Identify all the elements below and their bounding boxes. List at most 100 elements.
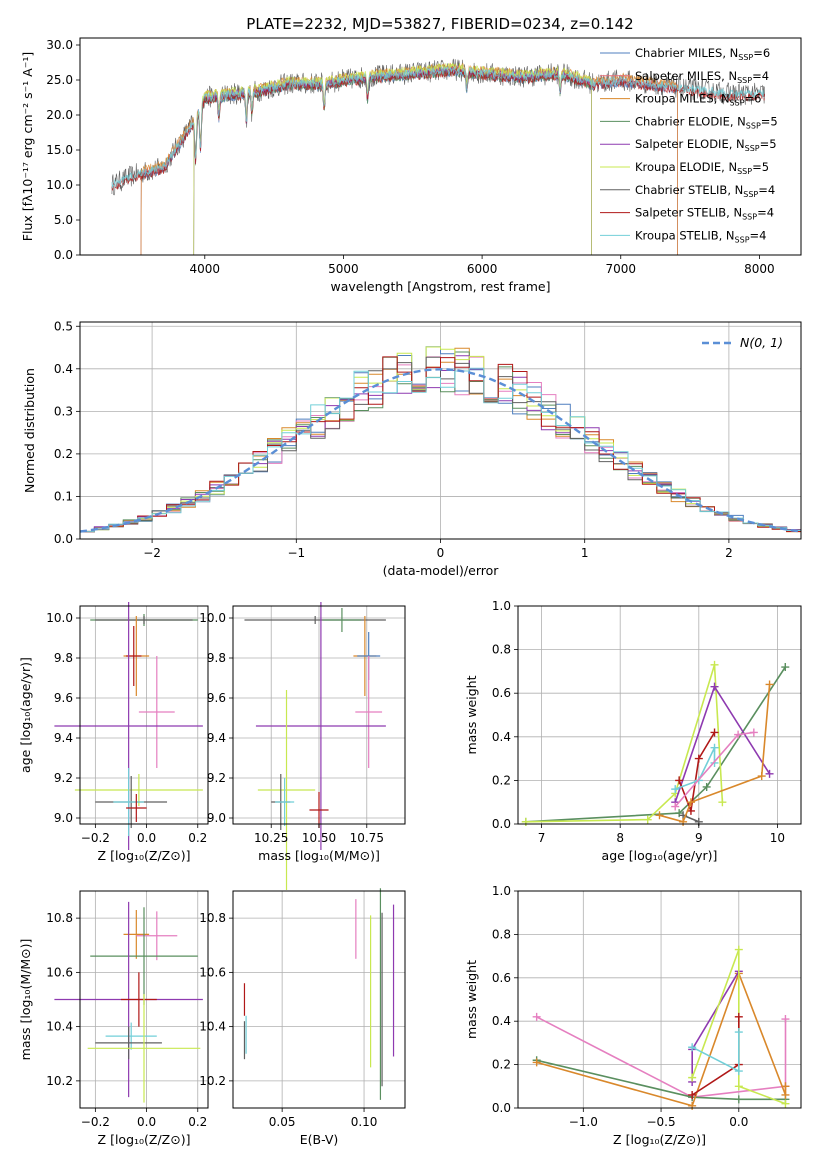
- y-tick-label: 10.0: [46, 178, 73, 192]
- series-marker: [710, 758, 719, 767]
- series-marker: [532, 1058, 541, 1067]
- y-tick-label: 9.0: [54, 811, 73, 825]
- legend-text: Kroupa ELODIE, N: [635, 160, 737, 174]
- legend-label: Salpeter MILES, NSSP=4: [635, 69, 769, 85]
- errorbar-point: [120, 972, 157, 1027]
- legend-text: Salpeter STELIB, N: [635, 206, 742, 220]
- y-tick-label: 9.0: [207, 811, 226, 825]
- axes-border: [232, 890, 406, 1109]
- plot-area: [111, 58, 766, 256]
- legend-label: Salpeter ELODIE, NSSP=5: [635, 137, 777, 153]
- series-line-salpeter_stelib: [678, 731, 716, 815]
- y-axis-label: age [log₁₀(age/yr)]: [18, 657, 33, 773]
- panel-6: 0.05 0.10 10.2 10.4 10.6 10.8 E(B-V): [199, 888, 406, 1147]
- errorbar-point: [257, 690, 316, 890]
- legend-count: =4: [750, 228, 767, 242]
- figure-title: PLATE=2232, MJD=53827, FIBERID=0234, z=0…: [246, 15, 633, 33]
- histogram-kroupa_stelib: [80, 367, 801, 532]
- series-marker: [781, 1099, 790, 1108]
- errorbar-point: [275, 778, 295, 826]
- series-marker: [781, 1082, 790, 1091]
- y-tick-label: 0.6: [492, 686, 511, 700]
- series-marker: [710, 682, 719, 691]
- errorbar-point: [95, 1026, 162, 1060]
- y-tick-label: 0.4: [492, 1014, 511, 1028]
- panel-0: 4000 5000 6000 7000 8000 0.0 5.0 10.0 15.0 20.0 25…: [20, 37, 802, 294]
- y-tick-label: 9.8: [207, 651, 226, 665]
- plot-area: [79, 346, 802, 533]
- y-tick-label: 9.4: [207, 731, 226, 745]
- y-tick-label: 0.0: [54, 532, 73, 546]
- histogram-chabrier_stelib: [80, 356, 801, 532]
- series-marker: [710, 728, 719, 737]
- x-tick-label: 0.0: [137, 831, 156, 845]
- legend-subscript: SSP: [730, 99, 745, 108]
- plot-area: [243, 888, 395, 1100]
- axes-border: [79, 37, 802, 256]
- legend-label: Salpeter STELIB, NSSP=4: [635, 206, 774, 222]
- y-tick-label: 0.4: [492, 730, 511, 744]
- series-marker: [765, 769, 774, 778]
- errorbar-point: [255, 602, 386, 850]
- series-line-salpeter_stelib: [691, 1016, 740, 1096]
- y-tick-label: 5.0: [54, 213, 73, 227]
- series-marker: [643, 815, 652, 824]
- x-tick-label: 2: [725, 546, 733, 560]
- errorbar-point: [138, 656, 175, 768]
- plot-area: [54, 602, 203, 850]
- series-marker: [781, 1015, 790, 1024]
- legend-count: =6: [745, 92, 762, 106]
- series-marker: [671, 802, 680, 811]
- errorbar-point: [95, 616, 193, 624]
- grid-lines: [80, 606, 208, 824]
- series-marker: [734, 945, 743, 954]
- y-tick-label: 9.8: [54, 651, 73, 665]
- axes-border: [517, 890, 802, 1109]
- legend-count: =5: [760, 137, 777, 151]
- errorbar-point: [126, 794, 147, 822]
- axes-frame: 0.05 0.10 10.2 10.4 10.6 10.8 E(B-V): [199, 890, 406, 1147]
- y-tick-label: 0.3: [54, 404, 73, 418]
- legend-label: Kroupa MILES, NSSP=6: [635, 92, 761, 108]
- y-tick-label: 9.2: [207, 771, 226, 785]
- series-marker: [781, 663, 790, 672]
- series-marker: [671, 785, 680, 794]
- x-tick-label: 5000: [328, 262, 359, 276]
- axes-frame: −0.2 0.0 0.2 9.0 9.2 9.4 9.6 9.8 10.0 Z [log₁₀(Z/…: [18, 605, 209, 863]
- errorbar-point: [74, 774, 203, 806]
- x-tick-label: 0.0: [729, 1115, 748, 1129]
- series-marker: [734, 1012, 743, 1021]
- normal-curve: [79, 368, 802, 533]
- series-marker: [686, 798, 695, 807]
- legend: N(0, 1): [702, 335, 783, 350]
- errorbar-point: [87, 994, 201, 1103]
- plot-area: [244, 602, 386, 890]
- y-tick-label: 0.2: [54, 447, 73, 461]
- errorbar-point: [322, 608, 362, 632]
- y-tick-label: 25.0: [46, 73, 73, 87]
- legend-subscript: SSP: [746, 121, 761, 130]
- y-tick-label: 10.2: [46, 1074, 73, 1088]
- y-tick-label: 10.4: [199, 1020, 226, 1034]
- x-tick-label: 8: [616, 831, 624, 845]
- legend-label: N(0, 1): [740, 335, 783, 350]
- y-axis-label: Flux [fλ10⁻¹⁷ erg cm⁻² s⁻¹ A⁻¹]: [20, 52, 35, 241]
- y-tick-label: 10.6: [199, 965, 226, 979]
- x-axis-label: Z [log₁₀(Z/Z⊙)]: [98, 1132, 191, 1147]
- series-line-kroupa_stelib: [674, 747, 716, 790]
- series-marker: [734, 1067, 743, 1076]
- panel-1: −2 −1 0 1 2 0.0 0.1 0.2 0.3 0.4 0.5 (data-model)/er…: [22, 319, 802, 578]
- panel-4: 7 8 9 10 0.0 0.2 0.4 0.6 0.8 1.0 age [log₁₀(age/yr…: [464, 599, 802, 863]
- series-line-chabrier_elodie: [525, 666, 786, 823]
- x-tick-label: 0.2: [188, 831, 207, 845]
- y-axis-label: mass weight: [464, 675, 479, 754]
- x-tick-label: −0.2: [81, 831, 110, 845]
- y-tick-label: 0.0: [54, 248, 73, 262]
- axes-frame: 7 8 9 10 0.0 0.2 0.4 0.6 0.8 1.0 age [log₁₀(age/yr…: [464, 599, 802, 863]
- series-marker: [688, 1073, 697, 1082]
- errorbar-point: [90, 907, 198, 1005]
- series-marker: [734, 1095, 743, 1104]
- x-tick-label: 0.05: [269, 1115, 296, 1129]
- series-marker: [734, 1028, 743, 1037]
- y-tick-label: 9.6: [207, 691, 226, 705]
